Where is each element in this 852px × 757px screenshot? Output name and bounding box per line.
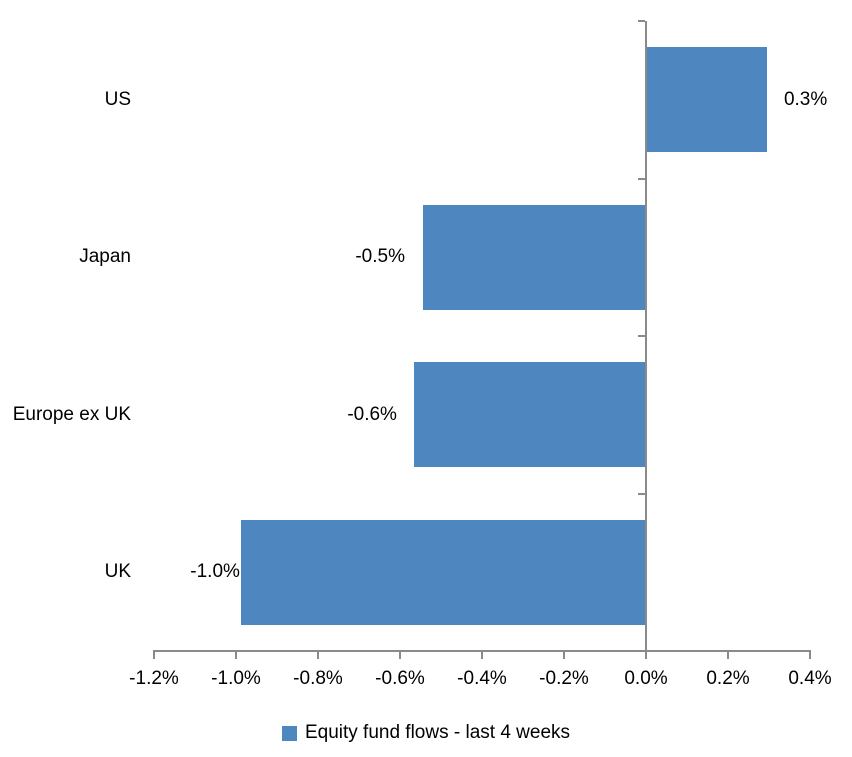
- x-axis-tick: [317, 651, 319, 659]
- y-axis-tick: [638, 335, 645, 337]
- x-axis-line: [153, 650, 811, 652]
- x-axis-tick: [399, 651, 401, 659]
- category-label-us: US: [104, 88, 131, 110]
- x-axis-tick: [153, 651, 155, 659]
- category-label-japan: Japan: [79, 246, 131, 268]
- bar-europe-ex-uk: [413, 362, 646, 468]
- category-label-europe-ex-uk: Europe ex UK: [12, 403, 131, 425]
- x-axis-tick: [645, 651, 647, 659]
- category-label-uk: UK: [104, 561, 131, 583]
- y-axis-tick: [638, 492, 645, 495]
- y-axis-tick: [638, 177, 645, 180]
- x-axis-tick: [235, 651, 237, 659]
- x-axis-tick-label: 0.4%: [788, 668, 832, 689]
- x-axis-tick-label: -0.2%: [539, 668, 589, 689]
- legend-swatch-icon: [281, 726, 297, 741]
- x-axis-tick-label: -1.2%: [129, 668, 179, 689]
- value-label-uk: -1.0%: [190, 561, 240, 583]
- x-axis-tick: [563, 651, 565, 659]
- value-label-japan: -0.5%: [355, 246, 405, 268]
- y-axis-line: [645, 21, 647, 651]
- x-axis-tick-label: 0.0%: [624, 668, 668, 689]
- x-axis-tick: [481, 651, 483, 659]
- legend: Equity fund flows - last 4 weeks: [0, 722, 852, 744]
- value-label-us: 0.3%: [783, 88, 828, 110]
- x-axis-tick-label: -0.6%: [375, 668, 425, 689]
- x-axis-tick-label: -0.8%: [293, 668, 343, 689]
- x-axis-tick-label: -0.4%: [457, 668, 507, 689]
- x-axis-tick-label: 0.2%: [706, 668, 750, 689]
- legend-label: Equity fund flows - last 4 weeks: [304, 722, 571, 743]
- bar-japan: [422, 204, 646, 310]
- bar-uk: [240, 519, 646, 625]
- bar-us: [646, 47, 767, 153]
- x-axis-tick: [809, 651, 811, 659]
- value-label-europe-ex-uk: -0.6%: [347, 403, 397, 425]
- y-axis-tick: [638, 20, 645, 22]
- x-axis-tick-label: -1.0%: [211, 668, 261, 689]
- x-axis-tick: [727, 651, 729, 659]
